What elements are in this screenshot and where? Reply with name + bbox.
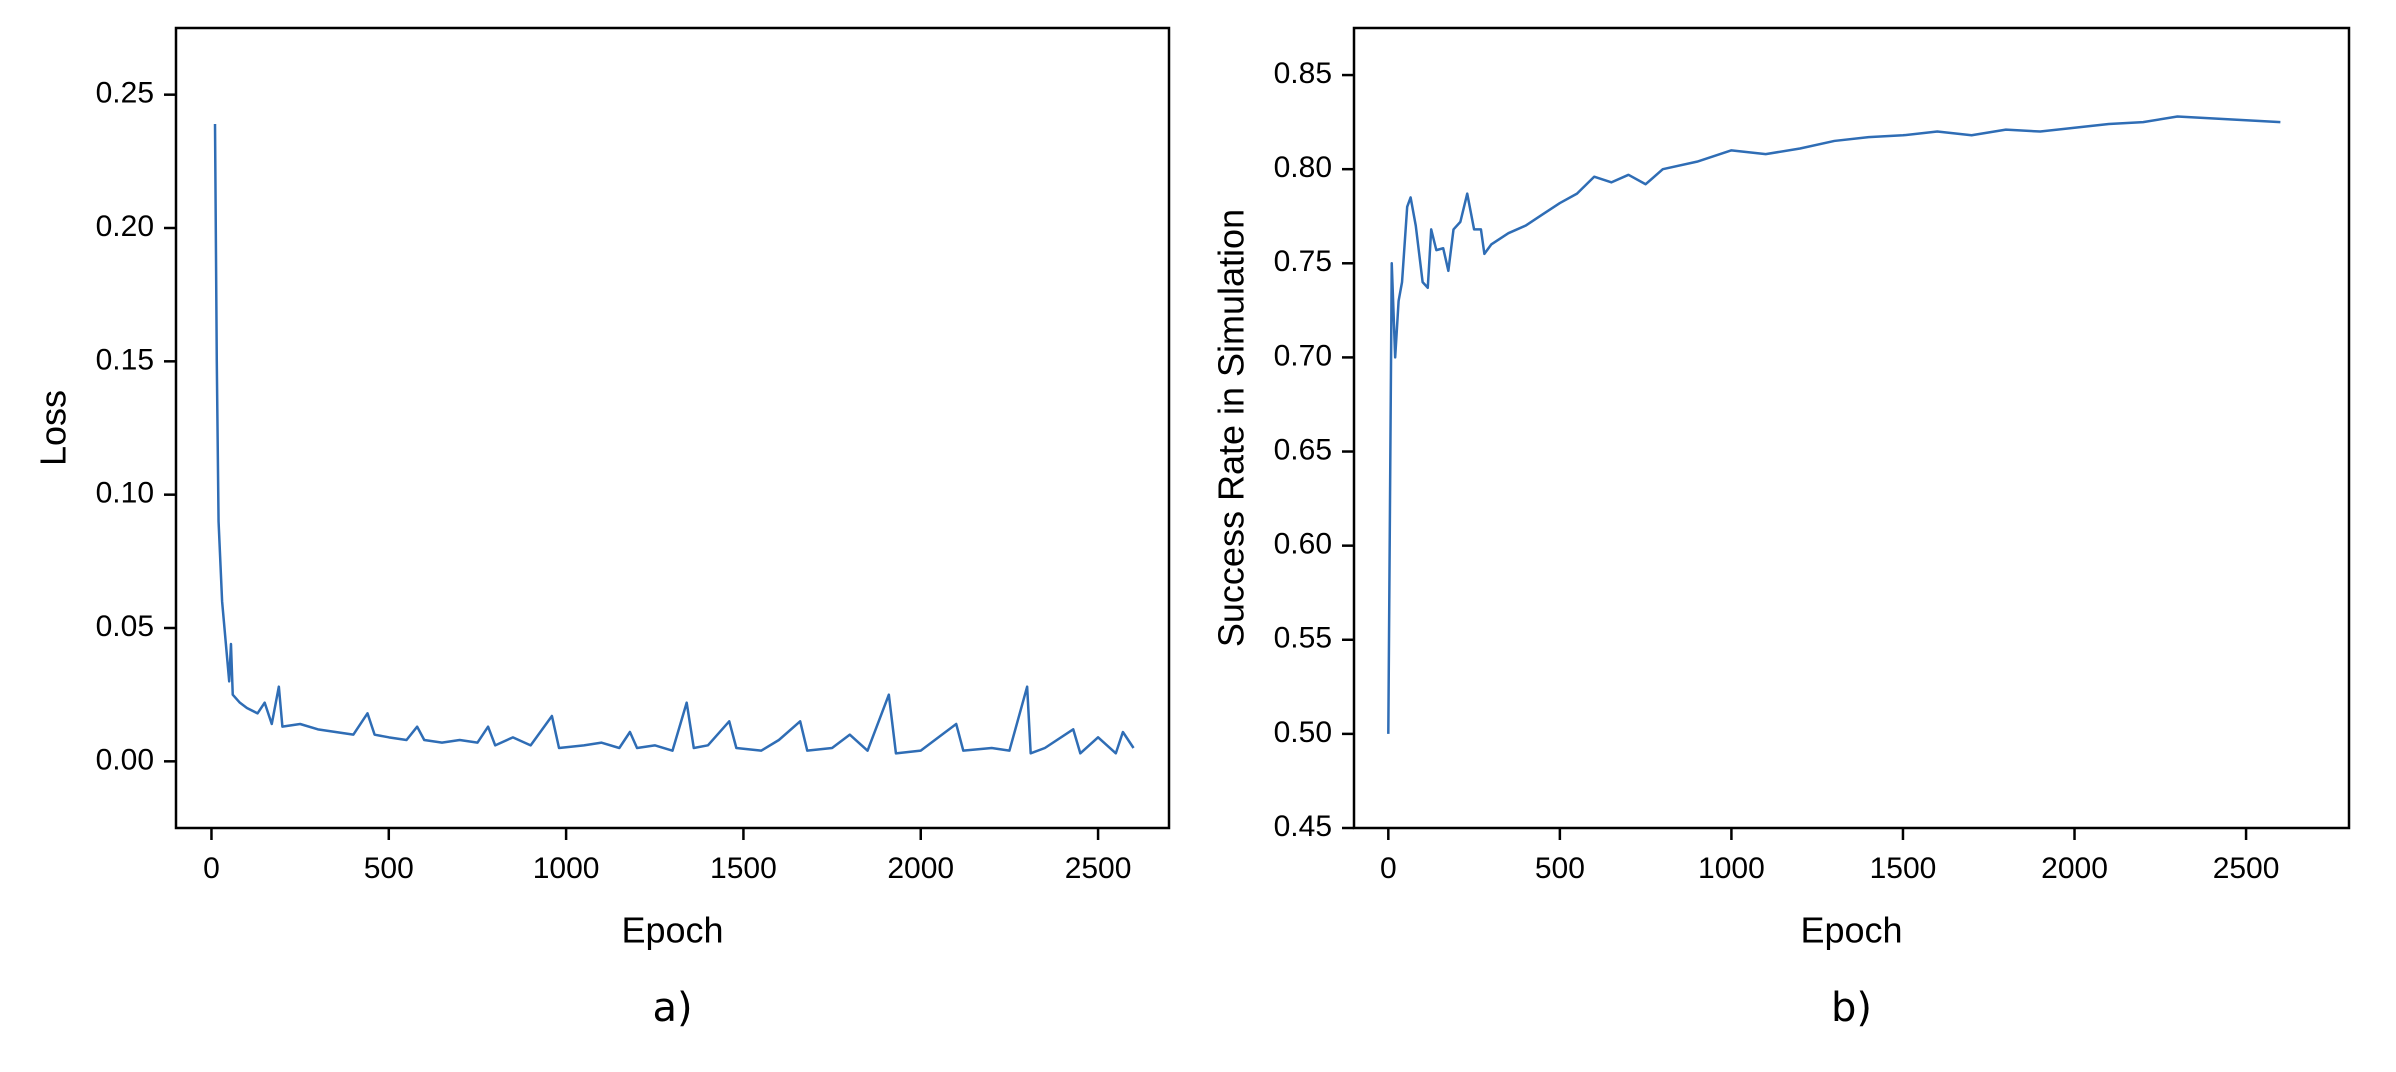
x-tick-label: 1000 xyxy=(533,852,600,885)
x-tick-label: 0 xyxy=(1380,852,1397,885)
y-tick-label: 0.20 xyxy=(96,210,154,243)
x-tick-label: 2500 xyxy=(1065,852,1132,885)
y-tick-label: 0.25 xyxy=(96,77,154,110)
data-line xyxy=(1387,115,2281,734)
y-tick-label: 0.65 xyxy=(1274,433,1332,466)
y-tick-label: 0.80 xyxy=(1274,151,1332,184)
y-tick-label: 0.10 xyxy=(96,477,154,510)
x-axis-title: Epoch xyxy=(1800,910,1902,951)
plot-frame xyxy=(174,26,1171,830)
x-tick-label: 500 xyxy=(1535,852,1585,885)
caption: a) xyxy=(652,985,692,1031)
x-tick-label: 1000 xyxy=(1698,852,1765,885)
y-axis-title: Loss xyxy=(33,390,74,466)
y-axis-title: Success Rate in Simulation xyxy=(1211,209,1252,647)
x-tick-label: 1500 xyxy=(1870,852,1937,885)
x-tick-label: 2000 xyxy=(2041,852,2108,885)
y-tick-label: 0.75 xyxy=(1274,245,1332,278)
y-tick-label: 0.55 xyxy=(1274,622,1332,655)
y-tick-label: 0.85 xyxy=(1274,57,1332,90)
data-line xyxy=(213,123,1135,755)
y-tick-label: 0.05 xyxy=(96,610,154,643)
y-tick-label: 0.60 xyxy=(1274,528,1332,561)
y-tick-label: 0.45 xyxy=(1274,810,1332,843)
y-tick-label: 0.15 xyxy=(96,343,154,376)
x-tick-label: 500 xyxy=(364,852,414,885)
plot-frame xyxy=(1352,26,2351,830)
x-tick-label: 2500 xyxy=(2213,852,2280,885)
x-tick-label: 1500 xyxy=(710,852,777,885)
caption: b) xyxy=(1831,985,1872,1031)
y-tick-label: 0.50 xyxy=(1274,716,1332,749)
x-tick-label: 0 xyxy=(203,852,220,885)
x-axis-title: Epoch xyxy=(621,910,723,951)
x-tick-label: 2000 xyxy=(887,852,954,885)
y-tick-label: 0.70 xyxy=(1274,339,1332,372)
y-tick-label: 0.00 xyxy=(96,743,154,776)
